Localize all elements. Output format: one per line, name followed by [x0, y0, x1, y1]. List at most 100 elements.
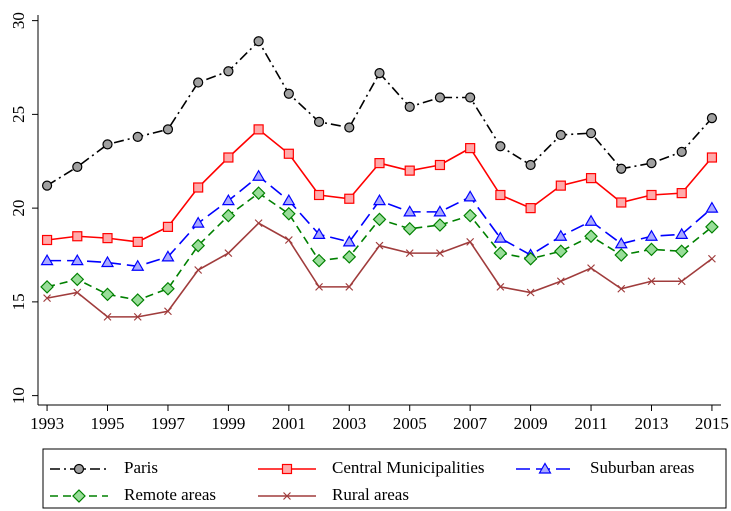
- data-point: [493, 231, 507, 243]
- data-point: [312, 227, 326, 239]
- legend-marker: [283, 492, 291, 500]
- data-point: [614, 237, 628, 249]
- data-point: [647, 277, 656, 286]
- data-point: [313, 189, 325, 201]
- data-point: [585, 173, 597, 184]
- data-point: [345, 282, 354, 291]
- x-tick-label: 1993: [30, 414, 64, 433]
- data-point: [102, 139, 113, 150]
- legend-label: Rural areas: [332, 485, 409, 504]
- data-point: [164, 307, 172, 316]
- legend-label: Paris: [124, 458, 158, 477]
- data-point: [283, 88, 294, 99]
- x-tick-label: 2007: [453, 414, 488, 433]
- data-point: [254, 219, 263, 228]
- x-tick-label: 1999: [211, 414, 245, 433]
- data-point: [463, 190, 477, 202]
- data-point: [405, 249, 414, 258]
- data-point: [553, 244, 568, 259]
- data-point: [708, 254, 716, 263]
- data-point: [161, 250, 175, 262]
- data-point: [434, 159, 446, 171]
- data-point: [72, 231, 83, 242]
- data-point: [526, 288, 535, 297]
- data-point: [403, 205, 417, 217]
- data-point: [315, 282, 323, 291]
- data-point: [555, 180, 566, 191]
- data-point: [130, 293, 145, 307]
- data-point: [616, 163, 627, 174]
- x-tick-label: 2001: [272, 414, 306, 433]
- data-point: [40, 253, 54, 266]
- data-point: [41, 234, 53, 246]
- data-point: [466, 237, 475, 246]
- data-point: [193, 77, 204, 88]
- data-point: [41, 180, 53, 191]
- data-point: [554, 229, 568, 241]
- y-tick-label: 15: [9, 293, 28, 310]
- y-tick-label: 30: [9, 12, 28, 29]
- y-tick-label: 10: [9, 387, 28, 404]
- data-point: [102, 233, 113, 244]
- data-point: [162, 221, 174, 232]
- x-tick-label: 2013: [634, 414, 668, 433]
- data-point: [646, 189, 657, 201]
- data-point: [131, 259, 145, 271]
- data-point: [463, 208, 478, 223]
- data-point: [434, 92, 446, 103]
- legend-label: Suburban areas: [590, 458, 694, 477]
- data-point: [132, 131, 143, 142]
- y-tick-label: 20: [9, 200, 28, 217]
- data-point: [676, 188, 687, 199]
- data-point: [372, 212, 387, 227]
- data-point: [705, 220, 719, 234]
- data-point: [43, 294, 51, 303]
- data-point: [402, 221, 417, 236]
- legend-marker: [281, 463, 293, 475]
- x-tick-label: 2003: [332, 414, 366, 433]
- data-point: [342, 250, 357, 264]
- data-point: [404, 101, 415, 112]
- data-point: [191, 216, 205, 228]
- data-point: [73, 288, 82, 297]
- data-point: [252, 169, 266, 181]
- data-point: [193, 182, 204, 193]
- x-tick-label: 2009: [514, 414, 548, 433]
- x-tick-label: 2015: [695, 414, 729, 433]
- data-point: [132, 236, 143, 247]
- data-point: [644, 242, 659, 257]
- data-point: [40, 280, 54, 294]
- data-point: [585, 128, 597, 139]
- data-point: [706, 113, 718, 124]
- data-point: [375, 241, 384, 250]
- data-point: [493, 246, 508, 260]
- data-point: [584, 214, 598, 226]
- data-point: [374, 68, 385, 79]
- data-point: [433, 218, 447, 232]
- data-point: [281, 206, 296, 221]
- data-point: [344, 193, 355, 204]
- legend-marker: [538, 462, 552, 474]
- data-point: [525, 159, 536, 171]
- data-point: [284, 236, 293, 244]
- data-point: [283, 148, 294, 159]
- data-point: [253, 36, 264, 47]
- data-point: [251, 186, 266, 200]
- data-point: [677, 277, 686, 286]
- data-point: [70, 253, 84, 266]
- data-point: [342, 235, 356, 247]
- data-point: [555, 129, 566, 141]
- data-point: [614, 248, 629, 262]
- legend-label: Central Municipalities: [332, 458, 485, 477]
- data-point: [646, 158, 657, 169]
- data-point: [676, 146, 687, 157]
- data-point: [617, 284, 626, 293]
- legend-marker: [73, 463, 85, 475]
- data-point: [224, 249, 233, 258]
- x-tick-label: 2005: [393, 414, 427, 433]
- data-point: [103, 312, 112, 321]
- data-point: [523, 251, 538, 266]
- data-point: [253, 124, 264, 135]
- data-point: [675, 227, 689, 239]
